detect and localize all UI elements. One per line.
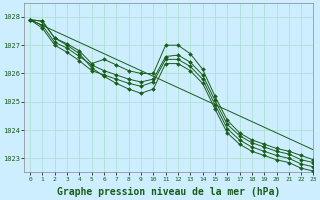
X-axis label: Graphe pression niveau de la mer (hPa): Graphe pression niveau de la mer (hPa) [57,187,280,197]
